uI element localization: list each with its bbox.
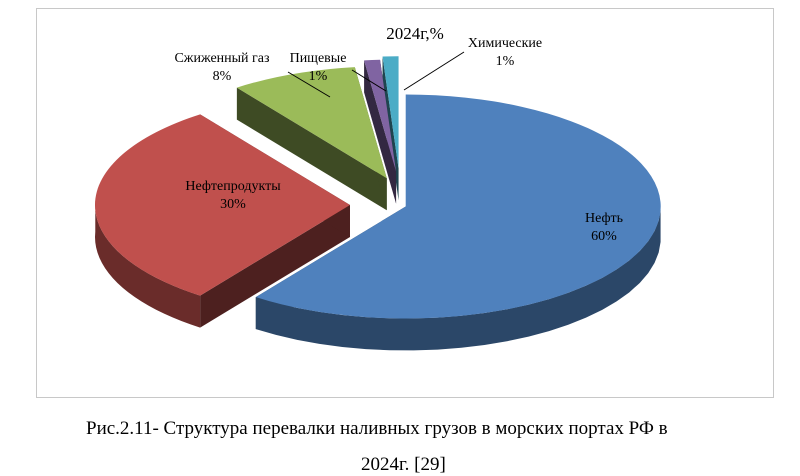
slice-rim-1 bbox=[95, 199, 201, 328]
figure-caption-line2: 2024г. [29] bbox=[361, 454, 446, 475]
slice-value-0: 60% bbox=[591, 229, 617, 244]
pie-slice-1 bbox=[94, 114, 350, 296]
leader-line-2 bbox=[287, 71, 331, 98]
slice-label-2: Сжиженный газ bbox=[174, 51, 270, 66]
slice-value-3: 1% bbox=[309, 69, 328, 84]
pie-slice-4 bbox=[382, 56, 399, 169]
slice-label-4: Химические bbox=[468, 36, 542, 51]
slice-value-4: 1% bbox=[496, 54, 515, 69]
chart-title: 2024г,% bbox=[386, 24, 444, 43]
figure-caption-line1: Рис.2.11- Структура перевалки наливных г… bbox=[86, 418, 668, 439]
pie-slice-3 bbox=[364, 59, 397, 172]
slice-wall-2-0 bbox=[236, 87, 387, 211]
slice-rim-0 bbox=[255, 210, 661, 351]
slice-label-1: Нефтепродукты bbox=[185, 179, 281, 194]
pie-slice-0 bbox=[255, 94, 661, 319]
slice-wall-1-0 bbox=[200, 205, 350, 328]
slice-wall-3-0 bbox=[364, 60, 397, 204]
slice-label-3: Пищевые bbox=[290, 51, 347, 66]
slice-value-2: 8% bbox=[213, 69, 232, 84]
leader-line-4 bbox=[403, 51, 465, 91]
slice-label-0: Нефть bbox=[585, 211, 623, 226]
leader-line-3 bbox=[351, 69, 387, 92]
pie-slice-2 bbox=[236, 67, 387, 179]
slice-value-1: 30% bbox=[220, 197, 246, 212]
